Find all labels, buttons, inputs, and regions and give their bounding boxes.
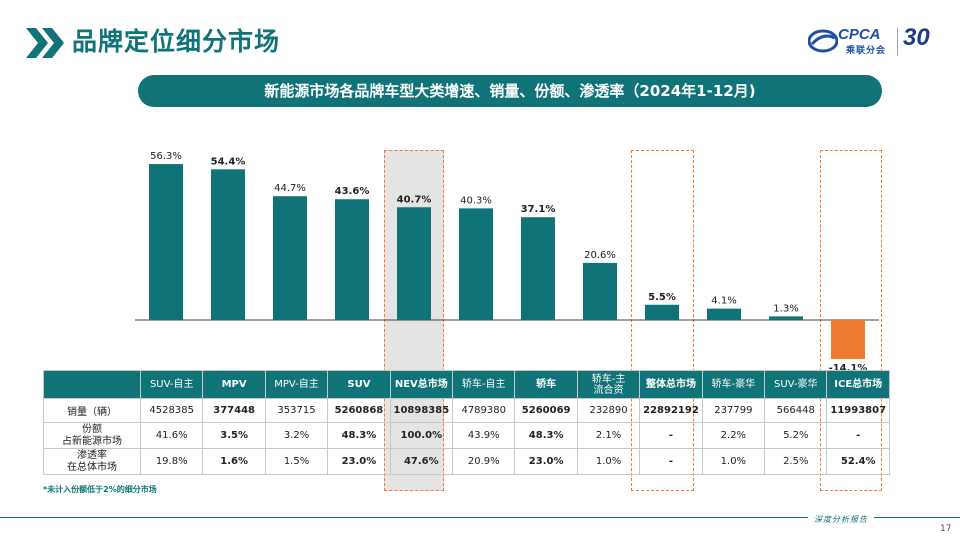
bar: [645, 304, 679, 320]
row-label: 销量（辆）: [43, 398, 141, 423]
bar: [273, 196, 307, 320]
table-header-cell: 轿车: [514, 370, 578, 399]
footnote: *未计入份额低于2%的细分市场: [43, 485, 157, 494]
data-label: 20.6%: [584, 250, 616, 261]
table-cell: -: [639, 422, 703, 449]
table-cell: 5260868: [327, 398, 391, 423]
car-logo-icon: [808, 29, 838, 53]
table-cell: 1.5%: [264, 448, 329, 475]
bar: [521, 217, 555, 320]
bar-chart: 56.3% 54.4% 44.7% 43.6% 40.7% 40.3% 37.1% 20.6%…: [135, 151, 879, 370]
table-cell: 19.8%: [139, 448, 204, 475]
table-cell: 3.5%: [202, 422, 266, 449]
data-table: SUV-自主 MPV MPV-自主 SUV NEV总市场 轿车-自主 轿车 轿车-主 流合资 整体…: [43, 370, 890, 475]
anniversary-text: 30: [903, 24, 930, 51]
cpca-logo: CPCA 乘联分会 30: [808, 24, 948, 66]
table-cell: 2.2%: [701, 422, 766, 449]
table-cell: 48.3%: [327, 422, 391, 449]
page-title: 品牌定位细分市场: [72, 27, 281, 56]
page-number: 17: [940, 524, 952, 534]
table-cell: 47.6%: [389, 448, 454, 475]
table-cell: 4789380: [452, 398, 516, 423]
table-cell: 3.2%: [264, 422, 329, 449]
footer-brand: 深度分析报告: [808, 514, 874, 525]
data-label: 56.3%: [150, 151, 182, 162]
bar: [211, 169, 245, 320]
double-chevron-icon: [26, 28, 64, 58]
table-cell: 41.6%: [139, 422, 204, 449]
table-header-cell: 轿车-主 流合资: [576, 370, 641, 399]
table-cell: 23.0%: [514, 448, 578, 475]
table-header-cell: SUV: [327, 370, 391, 399]
table-cell: 43.9%: [452, 422, 516, 449]
bar: [459, 208, 493, 320]
table-header-row: SUV-自主 MPV MPV-自主 SUV NEV总市场 轿车-自主 轿车 轿车-主 流合资 整体…: [43, 370, 890, 399]
data-label: 54.4%: [211, 156, 246, 167]
table-cell: 5.2%: [764, 422, 828, 449]
table-header-cell: 整体总市场: [639, 370, 703, 399]
table-cell: 353715: [264, 398, 329, 423]
row-label: 渗透率 在总体市场: [43, 448, 141, 475]
table-cell: 23.0%: [327, 448, 391, 475]
table-cell: 2.5%: [764, 448, 828, 475]
table-cell: 232890: [576, 398, 641, 423]
table-header-cell: SUV-豪华: [764, 370, 828, 399]
table-cell: -: [639, 448, 703, 475]
data-label: 44.7%: [274, 183, 306, 194]
data-label: 43.6%: [335, 186, 370, 197]
table-cell: -: [826, 422, 890, 449]
table-header-cell: MPV: [202, 370, 266, 399]
table-cell: 377448: [202, 398, 266, 423]
bar: [335, 199, 369, 320]
table-cell: 2.1%: [576, 422, 641, 449]
data-label: 4.1%: [711, 296, 736, 307]
data-label: 37.1%: [521, 204, 556, 215]
data-label: -14.1%: [829, 363, 868, 370]
table-cell: 1.0%: [701, 448, 766, 475]
table-cell: 4528385: [139, 398, 204, 423]
bar: [769, 316, 803, 320]
table-cell: 11993807: [826, 398, 890, 423]
table-header-cell: MPV-自主: [264, 370, 329, 399]
table-corner-cell: [43, 370, 141, 399]
bar: [149, 164, 183, 320]
table-cell: 10898385: [389, 398, 454, 423]
table-header-cell: NEV总市场: [389, 370, 454, 399]
table-header-cell: SUV-自主: [139, 370, 204, 399]
row-label: 份额 占新能源市场: [43, 422, 141, 449]
data-label: 1.3%: [773, 303, 798, 314]
table-header-cell: ICE总市场: [826, 370, 890, 399]
table-cell: 100.0%: [389, 422, 454, 449]
logo-divider: [897, 28, 898, 56]
data-label: 40.3%: [460, 195, 492, 206]
header: 品牌定位细分市场 CPCA 乘联分会 30: [0, 0, 960, 72]
table-cell: 48.3%: [514, 422, 578, 449]
data-label: 40.7%: [397, 194, 432, 205]
chart-banner: 新能源市场各品牌车型大类增速、销量、份额、渗透率（2024年1-12月): [138, 75, 882, 107]
footer-divider: [0, 517, 960, 518]
bar: [707, 308, 741, 320]
table-cell: 566448: [764, 398, 828, 423]
table-row: 销量（辆） 4528385 377448 353715 5260868 10898385 4…: [43, 398, 890, 423]
table-cell: 52.4%: [826, 448, 890, 475]
table-cell: 1.0%: [576, 448, 641, 475]
table-header-cell: 轿车-自主: [452, 370, 516, 399]
table-cell: 1.6%: [202, 448, 266, 475]
table-cell: 5260069: [514, 398, 578, 423]
table-header-cell: 轿车-豪华: [701, 370, 766, 399]
table-cell: 22892192: [639, 398, 703, 423]
data-label: 5.5%: [648, 292, 676, 303]
table-cell: 20.9%: [452, 448, 516, 475]
bar: [583, 262, 617, 320]
logo-text: CPCA: [838, 26, 881, 43]
bar: [831, 320, 865, 360]
table-cell: 237799: [701, 398, 766, 423]
table-row: 渗透率 在总体市场 19.8% 1.6% 1.5% 23.0% 47.6% 20.9% 23.0…: [43, 448, 890, 475]
logo-cn-text: 乘联分会: [846, 46, 887, 56]
table-row: 份额 占新能源市场 41.6% 3.5% 3.2% 48.3% 100.0% 43.9% 48.…: [43, 422, 890, 449]
bar: [397, 207, 431, 320]
